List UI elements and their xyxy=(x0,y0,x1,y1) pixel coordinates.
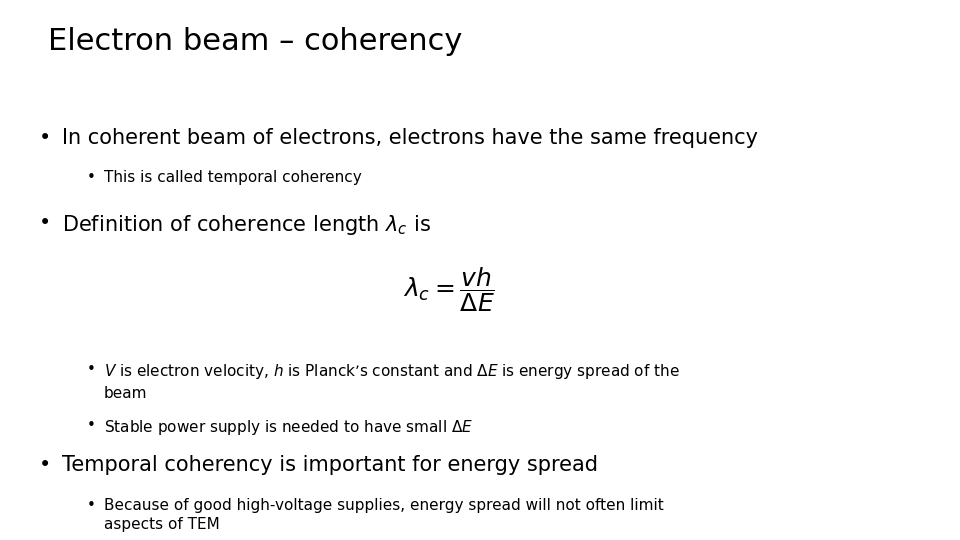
Text: This is called temporal coherency: This is called temporal coherency xyxy=(104,170,361,185)
Text: •: • xyxy=(86,362,95,377)
Text: •: • xyxy=(38,455,51,475)
Text: Definition of coherence length $\lambda_c$ is: Definition of coherence length $\lambda_… xyxy=(62,213,431,237)
Text: •: • xyxy=(38,128,51,148)
Text: •: • xyxy=(86,170,95,185)
Text: •: • xyxy=(86,498,95,512)
Text: Electron beam – coherency: Electron beam – coherency xyxy=(48,26,463,56)
Text: $\lambda_c = \dfrac{vh}{\Delta E}$: $\lambda_c = \dfrac{vh}{\Delta E}$ xyxy=(403,266,494,314)
Text: •: • xyxy=(38,213,51,233)
Text: Stable power supply is needed to have small $\Delta E$: Stable power supply is needed to have sm… xyxy=(104,418,473,437)
Text: Because of good high-voltage supplies, energy spread will not often limit
aspect: Because of good high-voltage supplies, e… xyxy=(104,498,663,532)
Text: $V$ is electron velocity, $h$ is Planck’s constant and $\Delta E$ is energy spre: $V$ is electron velocity, $h$ is Planck’… xyxy=(104,362,680,401)
Text: Temporal coherency is important for energy spread: Temporal coherency is important for ener… xyxy=(62,455,598,475)
Text: In coherent beam of electrons, electrons have the same frequency: In coherent beam of electrons, electrons… xyxy=(62,128,758,148)
Text: •: • xyxy=(86,418,95,433)
